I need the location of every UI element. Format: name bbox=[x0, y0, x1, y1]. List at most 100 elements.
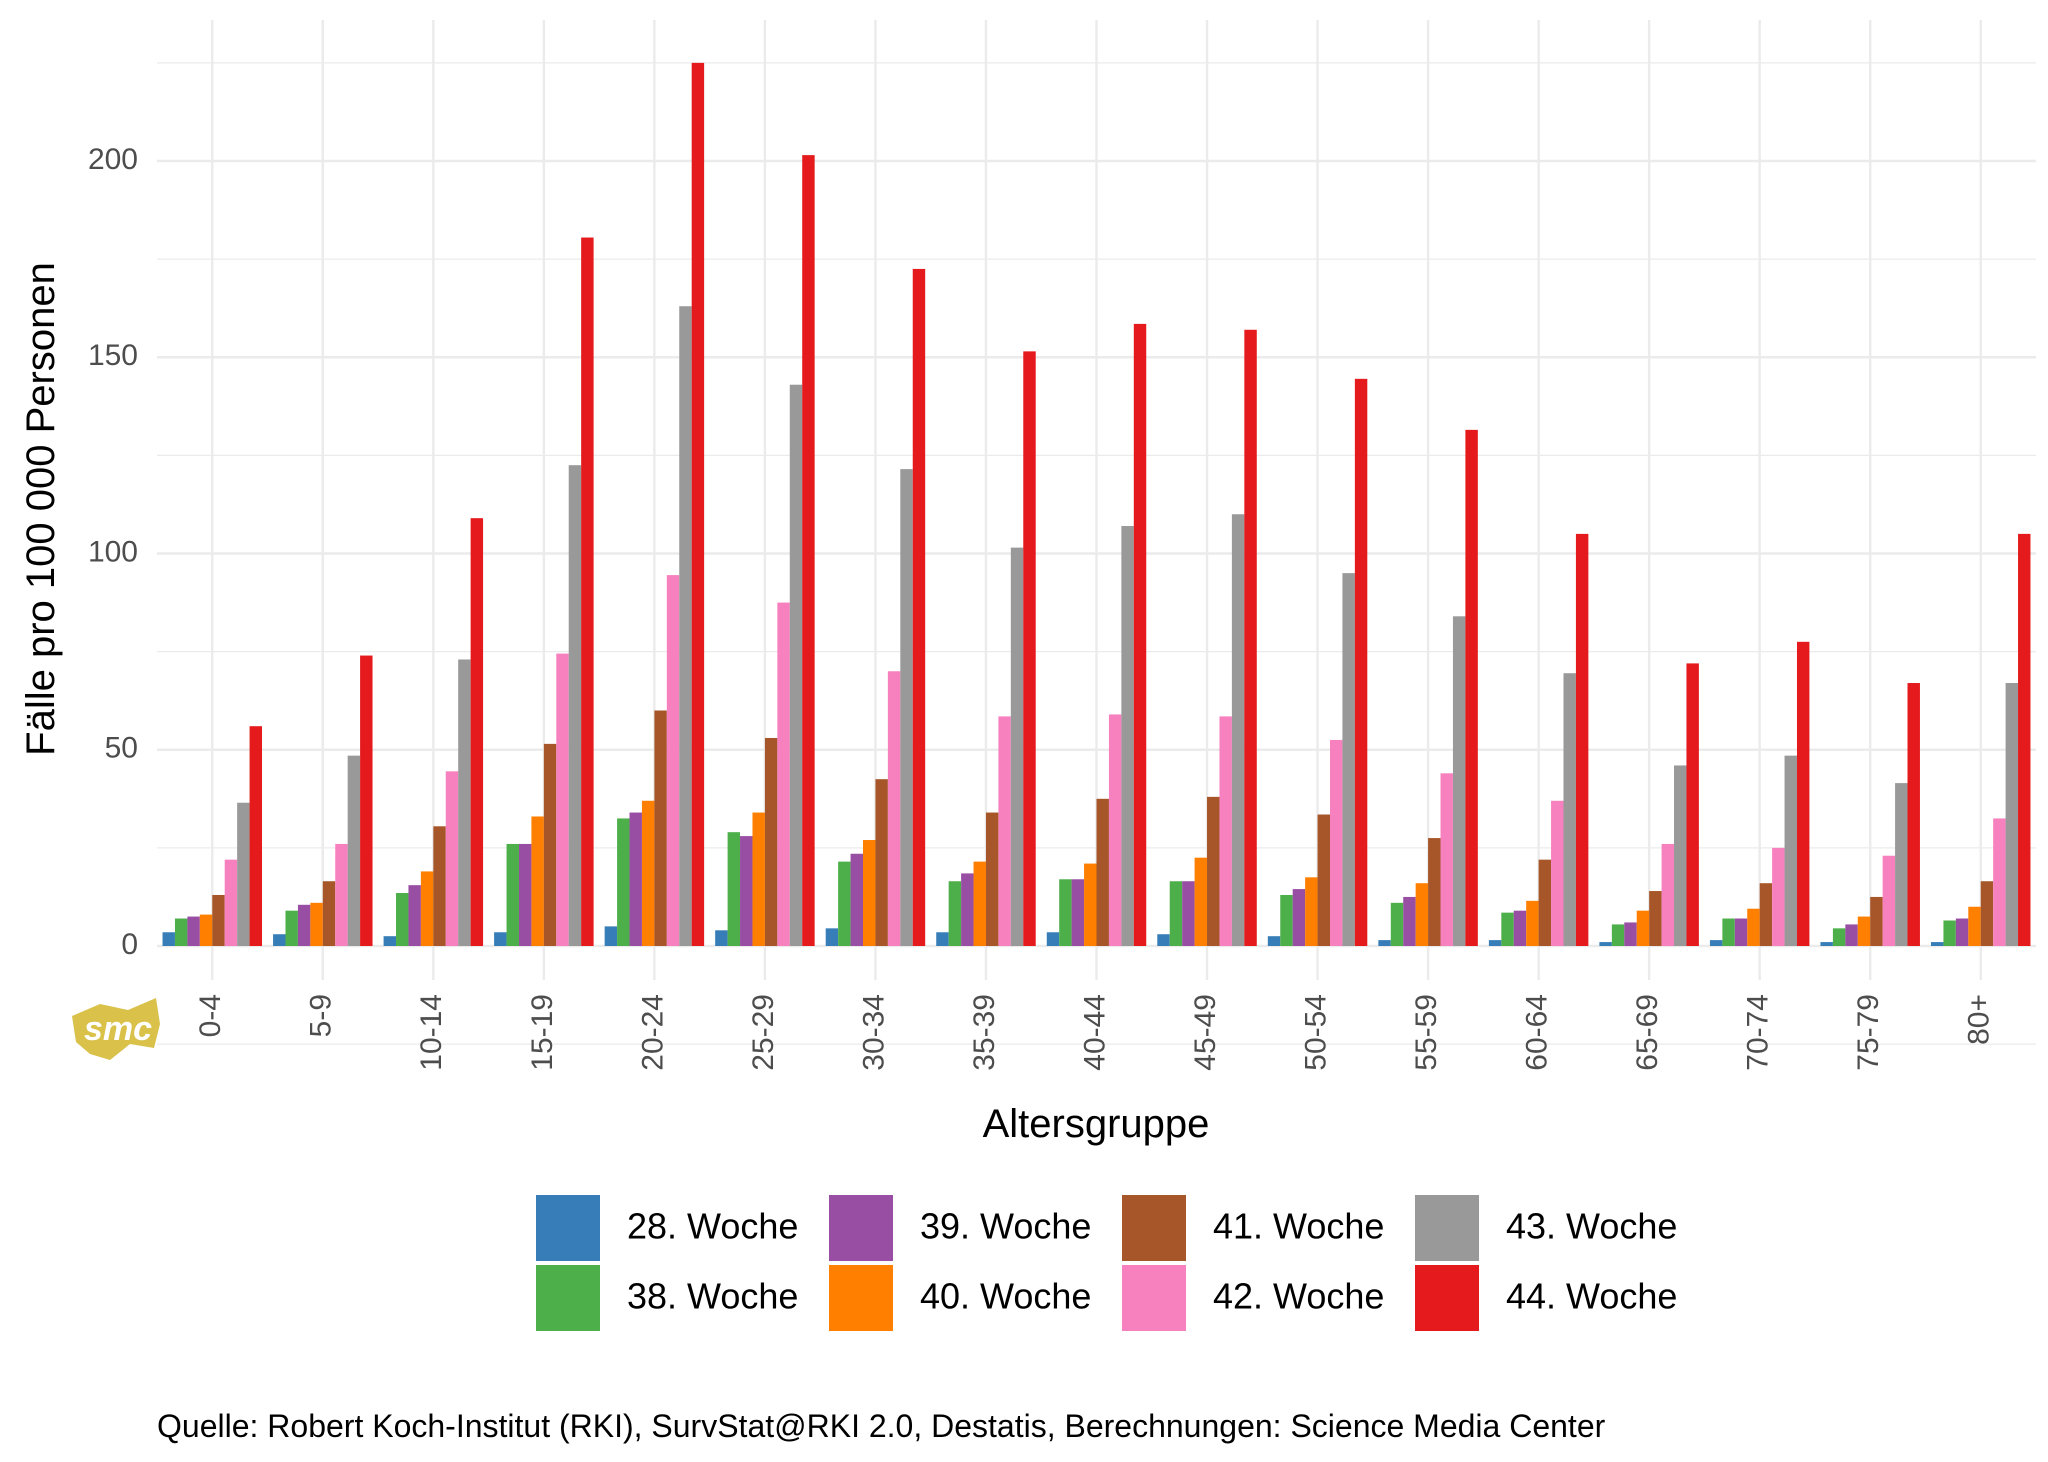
bar bbox=[985, 812, 999, 946]
legend-label: 28. Woche bbox=[627, 1206, 798, 1247]
bar bbox=[1538, 859, 1552, 946]
bar bbox=[1882, 855, 1896, 946]
x-tick-label: 25-29 bbox=[747, 994, 780, 1071]
y-axis-title: Fälle pro 100 000 Personen bbox=[19, 262, 63, 756]
x-tick-label: 35-39 bbox=[968, 994, 1001, 1071]
bar bbox=[1010, 547, 1024, 946]
bar bbox=[556, 653, 569, 946]
bar bbox=[1968, 906, 1981, 946]
bar bbox=[1440, 773, 1453, 946]
bar bbox=[1759, 883, 1773, 946]
bar bbox=[1980, 881, 1994, 946]
legend-swatch bbox=[1415, 1265, 1479, 1331]
bar bbox=[1292, 889, 1306, 946]
bar bbox=[1219, 716, 1232, 946]
bar bbox=[1046, 932, 1060, 946]
bar bbox=[715, 930, 728, 946]
bar bbox=[335, 843, 348, 946]
bar bbox=[1194, 857, 1208, 946]
bar bbox=[1857, 916, 1871, 946]
bar bbox=[604, 926, 618, 946]
x-tick-label: 65-69 bbox=[1631, 994, 1664, 1071]
bar bbox=[789, 384, 803, 947]
bar bbox=[1563, 673, 1576, 946]
bar bbox=[297, 904, 311, 946]
y-tick-label: 0 bbox=[121, 928, 138, 961]
bar bbox=[199, 914, 213, 946]
bar bbox=[322, 881, 336, 946]
bar bbox=[1207, 796, 1220, 946]
smc-logo: smc bbox=[72, 998, 160, 1060]
y-tick-label: 150 bbox=[88, 339, 138, 372]
bar bbox=[1084, 863, 1097, 946]
bar bbox=[617, 818, 630, 946]
bar bbox=[1709, 940, 1723, 946]
legend-label: 44. Woche bbox=[1506, 1276, 1677, 1317]
bar bbox=[825, 928, 839, 946]
legend-swatch bbox=[1122, 1195, 1186, 1261]
x-tick-label: 50-54 bbox=[1299, 994, 1332, 1071]
bar bbox=[420, 871, 434, 946]
bar bbox=[1096, 798, 1109, 946]
bar bbox=[2018, 533, 2031, 946]
x-tick-label: 15-19 bbox=[526, 994, 559, 1071]
bar bbox=[396, 893, 409, 946]
bar bbox=[1686, 663, 1699, 946]
bar bbox=[187, 916, 200, 946]
bar bbox=[1820, 942, 1833, 946]
bar bbox=[273, 934, 286, 946]
x-tick-label: 80+ bbox=[1963, 994, 1996, 1045]
bar bbox=[1108, 714, 1122, 946]
bar bbox=[1784, 755, 1797, 946]
x-tick-label: 70-74 bbox=[1742, 994, 1775, 1071]
bar bbox=[1501, 912, 1514, 946]
x-tick-label: 30-34 bbox=[857, 994, 890, 1071]
bar bbox=[1390, 902, 1404, 946]
bar bbox=[1993, 818, 2006, 946]
bar bbox=[1267, 936, 1281, 946]
bar bbox=[212, 894, 225, 946]
bar bbox=[666, 575, 680, 946]
bar bbox=[1059, 879, 1072, 946]
bar bbox=[863, 840, 876, 946]
bar bbox=[838, 861, 851, 946]
x-tick-label: 20-24 bbox=[636, 994, 669, 1071]
bar bbox=[1354, 378, 1368, 946]
bar bbox=[1661, 843, 1675, 946]
legend-swatch bbox=[536, 1195, 600, 1261]
bar bbox=[285, 910, 298, 946]
bar bbox=[948, 881, 962, 946]
bar bbox=[1280, 894, 1293, 946]
bar bbox=[1526, 900, 1539, 946]
bar bbox=[1895, 783, 1908, 946]
bar bbox=[875, 779, 888, 946]
bar bbox=[249, 726, 263, 946]
x-tick-label: 40-44 bbox=[1078, 994, 1111, 1071]
bar bbox=[850, 853, 864, 946]
bar bbox=[162, 932, 175, 946]
legend-swatch bbox=[1415, 1195, 1479, 1261]
bar bbox=[740, 836, 753, 946]
bar bbox=[1611, 924, 1625, 946]
bar bbox=[543, 743, 557, 946]
x-axis-title: Altersgruppe bbox=[983, 1102, 1210, 1146]
bar bbox=[470, 518, 484, 946]
bar bbox=[568, 465, 582, 946]
logo-badge bbox=[72, 998, 160, 1060]
legend-swatch bbox=[536, 1265, 600, 1331]
bar bbox=[1513, 910, 1527, 946]
bar bbox=[1023, 351, 1036, 946]
bar bbox=[1796, 641, 1810, 946]
bar bbox=[518, 843, 532, 946]
legend-label: 43. Woche bbox=[1506, 1206, 1677, 1247]
bar bbox=[1169, 881, 1183, 946]
bar bbox=[1734, 918, 1748, 946]
logo-text: smc bbox=[84, 1010, 152, 1048]
bar bbox=[581, 237, 594, 947]
x-tick-label: 60-64 bbox=[1521, 994, 1554, 1071]
bar bbox=[224, 859, 238, 946]
legend-swatch bbox=[1122, 1265, 1186, 1331]
bars bbox=[162, 62, 2031, 947]
bar bbox=[764, 737, 778, 946]
bar bbox=[1403, 896, 1416, 946]
